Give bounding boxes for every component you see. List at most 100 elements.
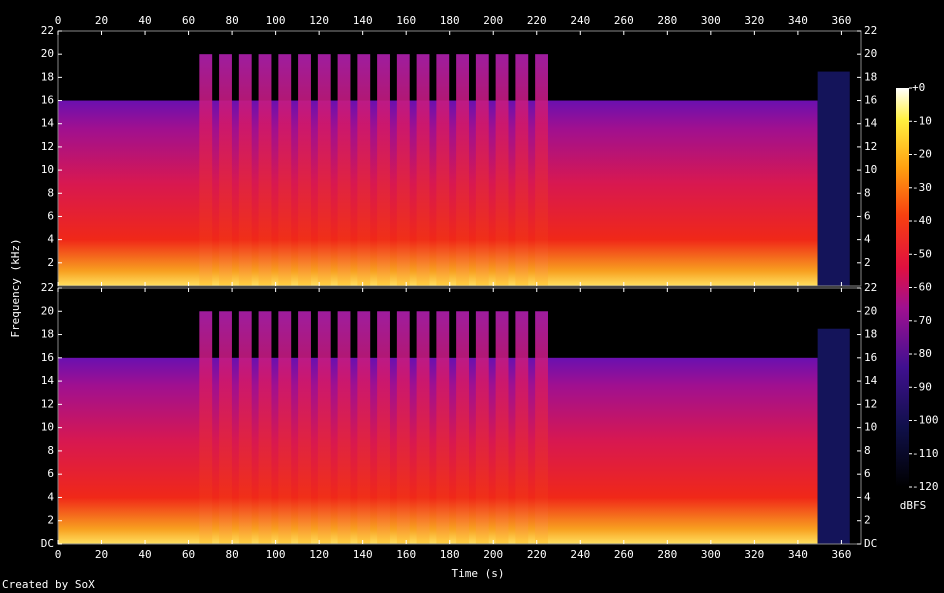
x-tick-label-bottom: 40 <box>138 548 151 561</box>
x-tick-label-top: 120 <box>309 14 329 27</box>
colorbar-tick-label: -120 <box>912 480 939 493</box>
y-tick-label-right: 12 <box>864 397 877 410</box>
y-tick-label-right: 22 <box>864 281 877 294</box>
colorbar-tick-label: -20 <box>912 148 932 161</box>
y-tick-label-left: 10 <box>41 163 54 176</box>
colorbar-tick-label: -90 <box>912 380 932 393</box>
spectrum-burst <box>495 54 509 286</box>
spectrum-burst <box>535 311 548 544</box>
x-tick-label-bottom: 160 <box>396 548 416 561</box>
colorbar-tick-label: -40 <box>912 214 932 227</box>
y-tick-label-right: 14 <box>864 374 878 387</box>
spectrum-burst <box>199 54 213 286</box>
y-axis-label: Frequency (kHz) <box>9 238 22 337</box>
spectrum-burst <box>278 54 292 286</box>
y-tick-label-left: 4 <box>47 233 54 246</box>
spectrum-burst <box>475 311 489 544</box>
y-tick-label-right: 2 <box>864 514 871 527</box>
colorbar-tick-label: -80 <box>912 347 932 360</box>
x-tick-label-top: 100 <box>266 14 286 27</box>
y-tick-label-left: 8 <box>47 444 54 457</box>
x-tick-label-bottom: 100 <box>266 548 286 561</box>
spectrum-tail <box>817 328 850 544</box>
credit: Created by SoX <box>2 578 95 591</box>
spectrum-burst <box>416 54 430 286</box>
y-tick-label-right: 8 <box>864 444 871 457</box>
x-tick-label-top: 40 <box>138 14 151 27</box>
colorbar-tick-label: +0 <box>912 81 925 94</box>
y-tick-label-right: 2 <box>864 256 871 269</box>
y-tick-label-right: DC <box>864 537 877 550</box>
x-tick-label-bottom: 80 <box>225 548 238 561</box>
x-tick-label-top: 300 <box>701 14 721 27</box>
y-tick-label-right: 8 <box>864 186 871 199</box>
y-tick-label-left: 20 <box>41 47 54 60</box>
spectrum-burst <box>317 311 331 544</box>
x-tick-label-top: 160 <box>396 14 416 27</box>
spectrum-burst <box>278 311 292 544</box>
colorbar-tick-label: -100 <box>912 414 939 427</box>
y-tick-label-left: 18 <box>41 70 54 83</box>
y-tick-label-right: 18 <box>864 70 877 83</box>
x-tick-label-top: 60 <box>182 14 195 27</box>
colorbar-tick-label: -110 <box>912 447 939 460</box>
spectrum-burst <box>258 311 272 544</box>
y-tick-label-right: 14 <box>864 117 878 130</box>
x-tick-label-top: 220 <box>527 14 547 27</box>
y-tick-label-left: 2 <box>47 514 54 527</box>
colorbar <box>896 88 909 487</box>
spectrum-burst <box>377 54 390 286</box>
spectrum-burst <box>298 54 311 286</box>
y-tick-label-left: 10 <box>41 421 54 434</box>
spectrum-burst <box>357 311 371 544</box>
y-tick-label-left: 4 <box>47 490 54 503</box>
y-tick-label-right: 16 <box>864 94 877 107</box>
x-tick-label-bottom: 200 <box>483 548 503 561</box>
y-tick-label-left: DC <box>41 537 54 550</box>
spectrum-burst <box>219 54 232 286</box>
x-axis-label: Time (s) <box>452 567 505 580</box>
colorbar-tick-label: -50 <box>912 247 932 260</box>
spectrum-burst <box>219 311 232 544</box>
x-tick-label-bottom: 300 <box>701 548 721 561</box>
y-tick-label-left: 14 <box>41 374 55 387</box>
y-tick-label-right: 10 <box>864 421 877 434</box>
spectrum-burst <box>396 54 410 286</box>
colorbar-label: dBFS <box>900 499 927 512</box>
x-tick-label-top: 140 <box>353 14 373 27</box>
y-tick-label-left: 22 <box>41 281 54 294</box>
spectrum-burst <box>456 311 469 544</box>
spectrum-burst <box>396 311 410 544</box>
y-tick-label-left: 18 <box>41 328 54 341</box>
y-tick-label-right: 22 <box>864 24 877 37</box>
spectrum-burst <box>337 54 351 286</box>
y-tick-label-right: 4 <box>864 233 871 246</box>
x-tick-label-top: 180 <box>440 14 460 27</box>
y-tick-label-left: 12 <box>41 140 54 153</box>
spectrum-burst <box>357 54 371 286</box>
x-tick-label-top: 280 <box>657 14 677 27</box>
x-tick-label-top: 320 <box>744 14 764 27</box>
x-tick-label-bottom: 140 <box>353 548 373 561</box>
x-tick-label-bottom: 60 <box>182 548 195 561</box>
spectrum-burst <box>515 311 529 544</box>
y-tick-label-right: 20 <box>864 47 877 60</box>
y-tick-label-left: 16 <box>41 351 54 364</box>
y-tick-label-right: 20 <box>864 304 877 317</box>
x-tick-label-bottom: 220 <box>527 548 547 561</box>
spectrum-burst <box>456 54 469 286</box>
spectrum-tail <box>817 71 850 287</box>
spectrum-burst <box>238 54 252 286</box>
x-tick-label-bottom: 260 <box>614 548 634 561</box>
x-tick-label-bottom: 20 <box>95 548 108 561</box>
x-tick-label-top: 200 <box>483 14 503 27</box>
spectrum-burst <box>258 54 272 286</box>
colorbar-tick-label: -30 <box>912 181 932 194</box>
x-tick-label-top: 260 <box>614 14 634 27</box>
x-tick-label-bottom: 320 <box>744 548 764 561</box>
y-tick-label-left: 12 <box>41 397 54 410</box>
y-tick-label-right: 4 <box>864 490 871 503</box>
x-tick-label-bottom: 180 <box>440 548 460 561</box>
